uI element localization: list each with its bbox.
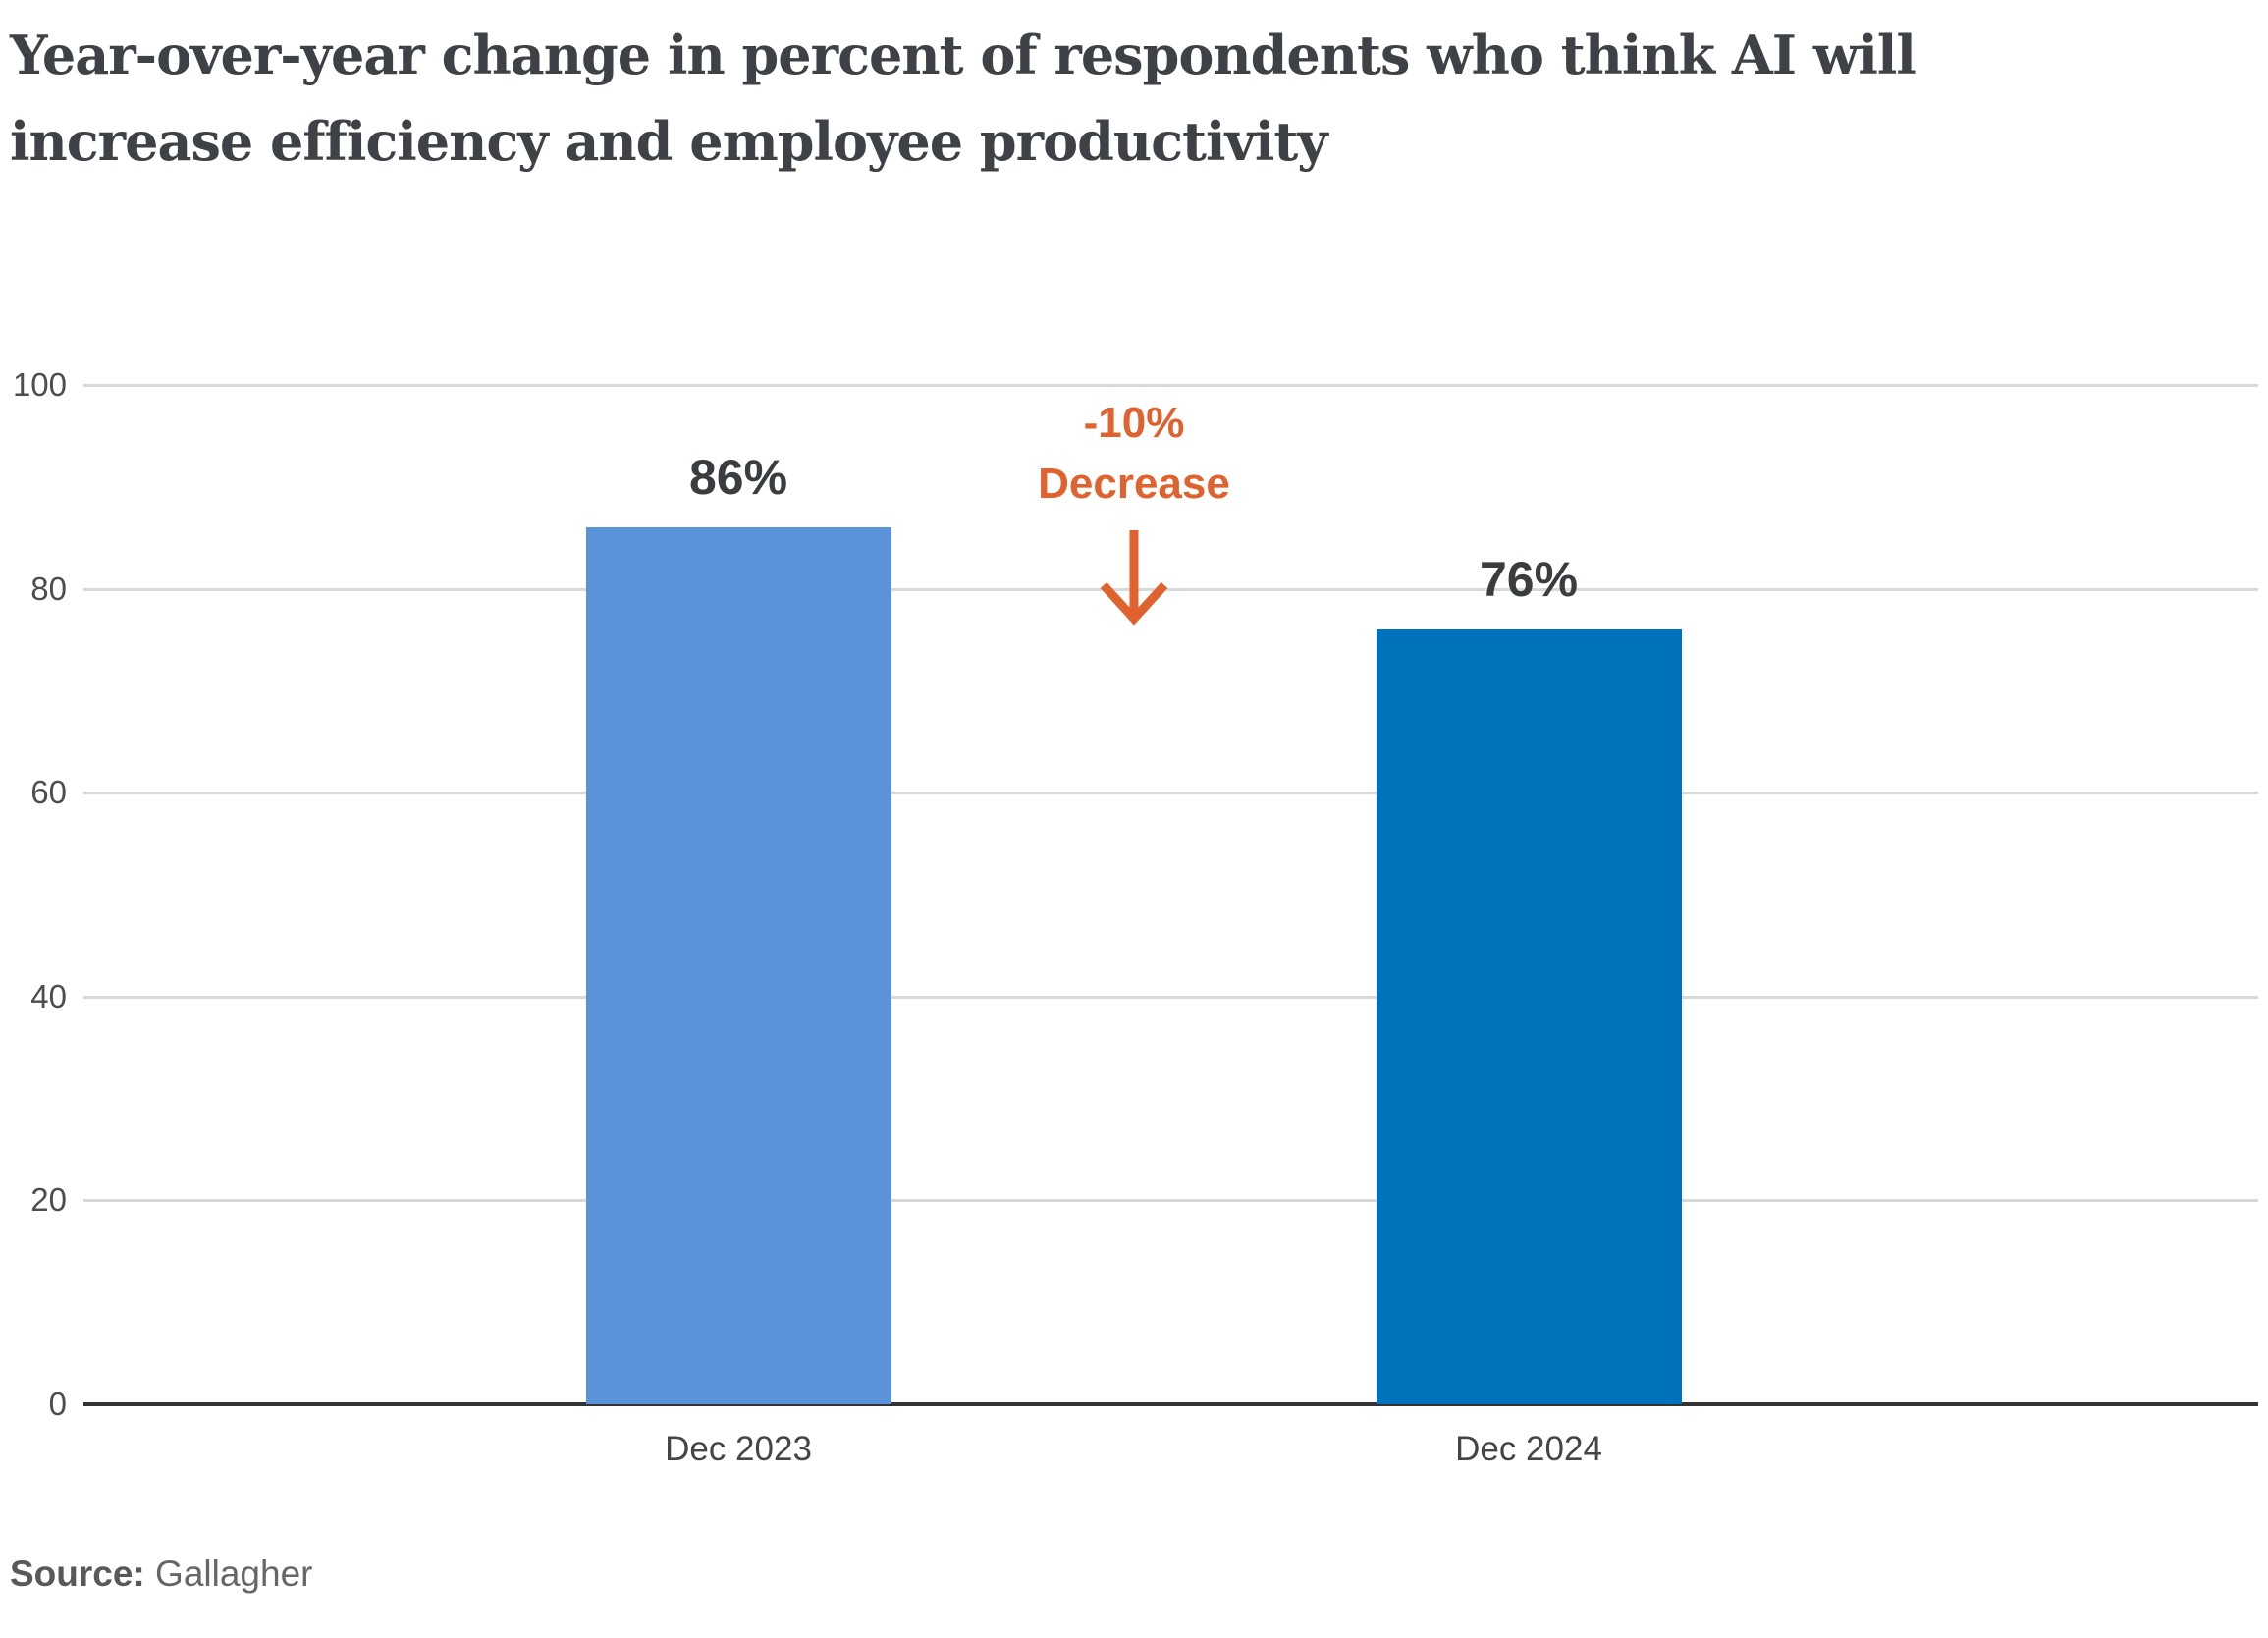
y-tick-label-0: 0 [48, 1386, 67, 1422]
gridline-100 [83, 384, 2258, 387]
gridline-40 [83, 995, 2258, 999]
source-value: Gallagher [155, 1554, 313, 1594]
bar-dec-2024 [1376, 629, 1682, 1404]
source-line: Source: Gallagher [10, 1554, 312, 1595]
annotation-value: -10% [1083, 399, 1185, 447]
gridline-20 [83, 1199, 2258, 1203]
source-label: Source: [10, 1554, 145, 1594]
y-tick-label-80: 80 [30, 570, 67, 607]
chart-title-line2: increase efficiency and employee product… [10, 110, 1328, 173]
y-tick-label-60: 60 [30, 774, 67, 811]
value-label-dec-2023: 86% [688, 450, 788, 506]
x-axis-label-dec-2024: Dec 2024 [1455, 1430, 1602, 1468]
gridline-60 [83, 792, 2258, 795]
y-tick-label-40: 40 [30, 977, 67, 1014]
y-tick-label-20: 20 [30, 1181, 67, 1219]
value-label-dec-2024: 76% [1479, 552, 1579, 608]
x-axis-label-dec-2023: Dec 2023 [665, 1430, 812, 1468]
gridline-80 [83, 587, 2258, 591]
annotation-text: Decrease [1038, 460, 1230, 508]
x-axis-line [83, 1402, 2258, 1406]
bar-dec-2023 [585, 527, 891, 1404]
chart-title: Year-over-year change in percent of resp… [10, 12, 1917, 185]
chart-title-line1: Year-over-year change in percent of resp… [10, 24, 1917, 86]
decrease-annotation: -10% Decrease [938, 393, 1330, 515]
decrease-arrow-icon [1100, 530, 1168, 626]
y-tick-label-100: 100 [12, 366, 67, 403]
